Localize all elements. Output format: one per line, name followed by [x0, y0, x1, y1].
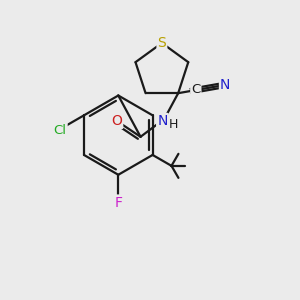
Text: N: N — [220, 78, 230, 92]
Text: O: O — [111, 114, 122, 128]
Text: Cl: Cl — [54, 124, 67, 137]
Text: H: H — [169, 118, 178, 131]
Text: S: S — [158, 36, 166, 50]
Text: F: F — [114, 196, 122, 209]
Text: C: C — [191, 83, 200, 97]
Text: N: N — [157, 114, 167, 128]
